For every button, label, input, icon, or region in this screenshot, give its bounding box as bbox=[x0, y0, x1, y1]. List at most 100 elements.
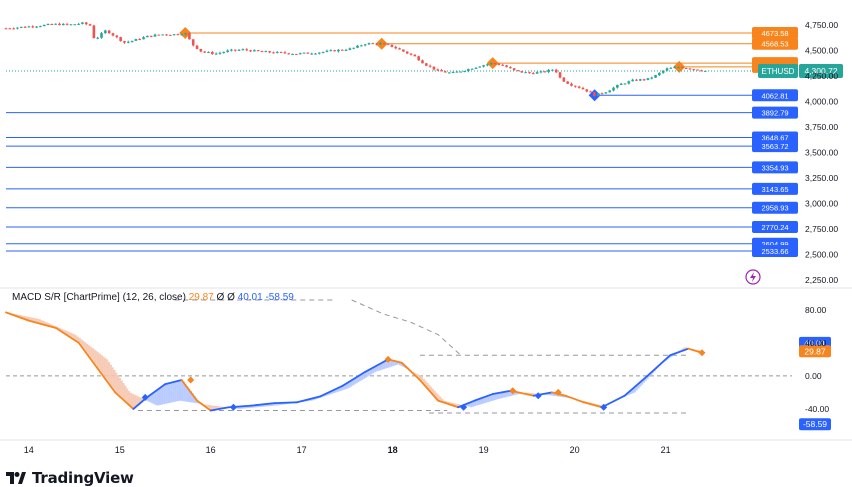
price-axis-tick-label: 4,250.00 bbox=[805, 71, 838, 81]
candle-body bbox=[333, 50, 336, 51]
price-axis-tick-label: 4,750.00 bbox=[805, 20, 838, 30]
candle-body bbox=[402, 50, 405, 52]
candle-body bbox=[188, 33, 191, 39]
candle-body bbox=[570, 84, 573, 86]
price-pane[interactable]: 4062.813892.793648.673563.723354.933143.… bbox=[5, 22, 843, 284]
candle-body bbox=[704, 71, 707, 72]
candle-body bbox=[39, 26, 42, 27]
candle-body bbox=[222, 52, 225, 53]
candle-body bbox=[177, 34, 180, 35]
candle-body bbox=[9, 28, 12, 29]
candle-body bbox=[146, 36, 149, 37]
candle-body bbox=[238, 50, 241, 51]
candle-body bbox=[547, 70, 550, 72]
candle-body bbox=[329, 50, 332, 51]
support-tag-label: 3354.93 bbox=[761, 163, 788, 172]
macd-value-3: Ø bbox=[227, 292, 235, 303]
candle-body bbox=[47, 24, 50, 25]
lightning-bolt-glyph bbox=[750, 272, 756, 282]
support-tag-label: 2533.66 bbox=[761, 247, 788, 256]
candle-body bbox=[77, 24, 80, 25]
candle-body bbox=[295, 54, 298, 55]
candle-body bbox=[593, 92, 596, 96]
candle-body bbox=[532, 73, 535, 74]
candle-body bbox=[265, 51, 268, 52]
candle-body bbox=[475, 68, 478, 69]
candle-body bbox=[100, 33, 103, 38]
candle-body bbox=[43, 25, 46, 26]
support-tag-label: 3143.65 bbox=[761, 185, 788, 194]
macd-line-segment bbox=[566, 396, 584, 403]
candle-body bbox=[490, 63, 493, 64]
candle-body bbox=[211, 52, 214, 54]
candle-body bbox=[662, 71, 665, 73]
candle-body bbox=[585, 89, 588, 91]
candle-body bbox=[421, 60, 424, 63]
candle-body bbox=[66, 24, 69, 25]
candle-body bbox=[524, 72, 527, 73]
tradingview-logo[interactable]: TradingView bbox=[6, 469, 134, 487]
candle-body bbox=[368, 43, 371, 44]
candle-body bbox=[318, 53, 321, 54]
candle-body bbox=[479, 67, 482, 68]
time-axis-tick-label: 18 bbox=[388, 445, 398, 455]
candle-body bbox=[566, 82, 569, 84]
price-axis-tick-label: 2,500.00 bbox=[805, 249, 838, 259]
candle-body bbox=[624, 84, 627, 85]
candle-body bbox=[417, 56, 420, 60]
macd-line-segment bbox=[420, 380, 438, 401]
candle-body bbox=[322, 52, 325, 53]
candle-body bbox=[108, 30, 111, 33]
candle-body bbox=[563, 78, 566, 82]
candle-body bbox=[555, 70, 558, 73]
candle-body bbox=[536, 72, 539, 74]
candle-body bbox=[131, 41, 134, 42]
candle-body bbox=[647, 78, 650, 80]
candle-body bbox=[387, 44, 390, 45]
candle-body bbox=[89, 24, 92, 25]
candle-body bbox=[383, 43, 386, 44]
candle-body bbox=[521, 71, 524, 72]
price-axis-tick-label: 3,750.00 bbox=[805, 122, 838, 132]
candle-body bbox=[425, 63, 428, 65]
candle-body bbox=[394, 47, 397, 48]
support-tag-label: 4062.81 bbox=[761, 91, 788, 100]
candle-body bbox=[70, 24, 73, 25]
candle-body bbox=[337, 50, 340, 52]
candle-body bbox=[268, 51, 271, 52]
candle-body bbox=[643, 79, 646, 80]
macd-level-dash bbox=[352, 300, 461, 355]
candle-body bbox=[253, 50, 256, 51]
candle-body bbox=[501, 65, 504, 66]
candle-body bbox=[436, 70, 439, 71]
candle-body bbox=[578, 87, 581, 88]
candle-body bbox=[169, 35, 172, 36]
macd-cross-marker bbox=[535, 392, 542, 399]
candle-body bbox=[28, 26, 31, 27]
candle-body bbox=[349, 48, 352, 50]
candle-body bbox=[116, 36, 119, 38]
macd-axis-tick-label: -40.00 bbox=[805, 404, 829, 414]
macd-axis-tick-label: 0.00 bbox=[805, 371, 822, 381]
candle-body bbox=[597, 93, 600, 96]
candle-body bbox=[696, 69, 699, 70]
candle-body bbox=[471, 69, 474, 70]
candle-body bbox=[96, 38, 99, 39]
candle-body bbox=[635, 80, 638, 81]
candle-body bbox=[154, 35, 157, 37]
candle-body bbox=[192, 39, 195, 45]
resistance-tag-label: 4673.58 bbox=[761, 29, 788, 38]
candle-body bbox=[165, 34, 168, 35]
macd-line-segment bbox=[274, 402, 297, 403]
candle-body bbox=[127, 42, 130, 43]
candle-body bbox=[612, 88, 615, 91]
candle-body bbox=[459, 72, 462, 73]
candle-body bbox=[685, 68, 688, 69]
candle-body bbox=[673, 67, 676, 68]
candle-body bbox=[452, 72, 455, 73]
candle-body bbox=[173, 34, 176, 35]
candle-body bbox=[276, 52, 279, 53]
macd-legend[interactable]: MACD S/R [ChartPrime] (12, 26, close) 29… bbox=[12, 292, 294, 303]
